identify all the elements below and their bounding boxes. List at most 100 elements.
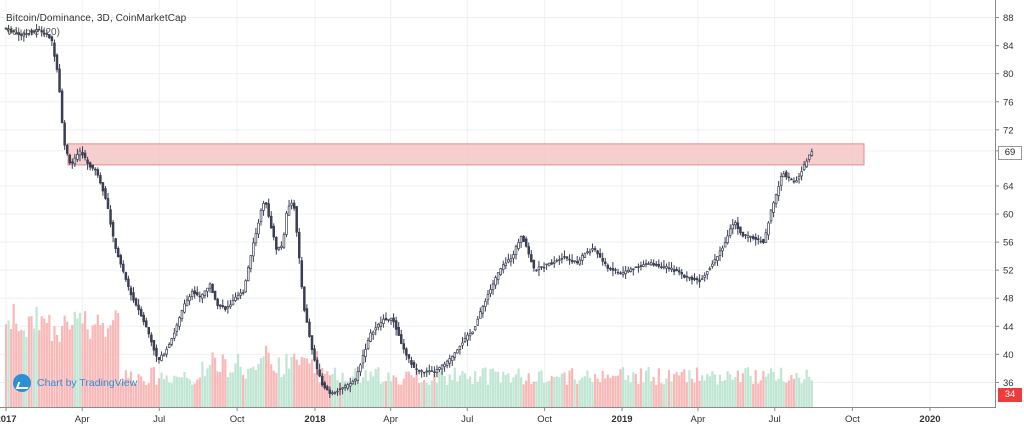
volume-bar xyxy=(293,353,296,407)
volume-bar xyxy=(757,383,760,407)
candle-body xyxy=(588,250,592,254)
volume-bar xyxy=(257,364,260,407)
candle-body xyxy=(58,68,61,93)
candle-body xyxy=(535,269,538,272)
volume-bar xyxy=(542,383,546,407)
candle-body xyxy=(37,29,41,31)
volume-bar xyxy=(568,370,571,407)
candle-body xyxy=(667,267,671,269)
candle-body xyxy=(119,255,122,265)
candle-body xyxy=(634,266,638,268)
candle-body xyxy=(160,354,163,361)
volume-bar xyxy=(354,368,357,407)
volume-bar xyxy=(303,357,306,407)
candle-body xyxy=(213,290,217,300)
candle-body xyxy=(560,258,564,260)
volume-bar xyxy=(244,378,247,407)
volume-bar xyxy=(713,374,716,407)
last-price-tag: 69 xyxy=(998,146,1022,160)
candle-body xyxy=(252,242,255,257)
candle-body xyxy=(708,268,712,270)
volume-bar xyxy=(178,377,181,407)
candle-body xyxy=(581,255,584,261)
candle-body xyxy=(290,202,293,206)
volume-bar xyxy=(152,367,155,407)
tradingview-watermark[interactable]: Chart by TradingView xyxy=(13,374,137,392)
candle-body xyxy=(12,30,15,33)
candle-body xyxy=(713,259,717,264)
volume-bar xyxy=(321,367,324,407)
candle-body xyxy=(300,260,304,288)
candle-body xyxy=(7,28,10,31)
volume-bar xyxy=(729,374,732,407)
volume-bar xyxy=(193,383,196,407)
volume-bar xyxy=(744,368,747,407)
candle-body xyxy=(387,318,390,321)
volume-bar xyxy=(430,380,433,407)
candle-body xyxy=(683,274,686,278)
x-tick-label: Apr xyxy=(691,414,706,425)
volume-bar xyxy=(270,364,273,407)
volume-bar xyxy=(405,371,408,407)
volume-bar xyxy=(68,329,71,407)
candle-body xyxy=(104,188,107,199)
candle-body xyxy=(489,289,492,295)
volume-bar xyxy=(698,380,701,407)
candle-body xyxy=(137,304,140,311)
volume-bar xyxy=(76,318,79,407)
volume-bar xyxy=(657,368,660,407)
candle-body xyxy=(106,198,110,210)
candle-body xyxy=(65,144,69,154)
volume-bar xyxy=(647,367,650,407)
volume-bar xyxy=(476,381,479,407)
candle-body xyxy=(310,335,314,350)
volume-bar xyxy=(101,322,104,407)
y-tick-label: 52 xyxy=(1003,266,1014,277)
candle-body xyxy=(507,259,510,263)
candle-body xyxy=(670,267,673,270)
candle-body xyxy=(86,159,89,164)
candle-body xyxy=(285,212,288,235)
volume-bar xyxy=(32,328,36,407)
volume-bar xyxy=(522,384,525,407)
candle-body xyxy=(25,33,28,35)
candle-body xyxy=(91,164,94,169)
volume-bar xyxy=(198,377,201,407)
volume-bar xyxy=(397,384,400,407)
volume-bar xyxy=(433,373,436,407)
candle-body xyxy=(537,266,541,271)
candle-body xyxy=(254,233,258,244)
candle-body xyxy=(787,176,791,179)
candle-body xyxy=(295,206,298,233)
volume-bar xyxy=(782,381,785,407)
volume-bar xyxy=(588,377,592,407)
y-tick-label: 44 xyxy=(1003,322,1014,333)
volume-indicator-label[interactable]: Volume (20) xyxy=(6,27,60,38)
volume-bar xyxy=(418,383,421,407)
candle-body xyxy=(162,353,166,357)
y-tick-label: 88 xyxy=(1003,13,1014,24)
candle-body xyxy=(412,362,416,368)
candle-body xyxy=(73,157,77,165)
volume-bar xyxy=(104,337,107,407)
volume-bar xyxy=(481,368,484,407)
candle-body xyxy=(354,378,357,382)
volume-bar xyxy=(7,320,10,407)
candle-body xyxy=(675,268,678,271)
volume-bar xyxy=(415,370,418,407)
candle-body xyxy=(739,226,742,234)
candle-body xyxy=(764,232,768,243)
candle-body xyxy=(736,222,740,230)
volume-bar xyxy=(448,374,451,407)
volume-bar xyxy=(775,380,778,407)
volume-bar xyxy=(644,370,648,407)
volume-bar xyxy=(734,377,737,407)
candle-body xyxy=(744,234,747,236)
candle-body xyxy=(665,266,668,269)
candle-body xyxy=(165,348,168,355)
candle-body xyxy=(68,154,71,164)
candle-body xyxy=(22,32,26,37)
volume-bar xyxy=(277,357,280,407)
grid-lines xyxy=(0,0,995,407)
